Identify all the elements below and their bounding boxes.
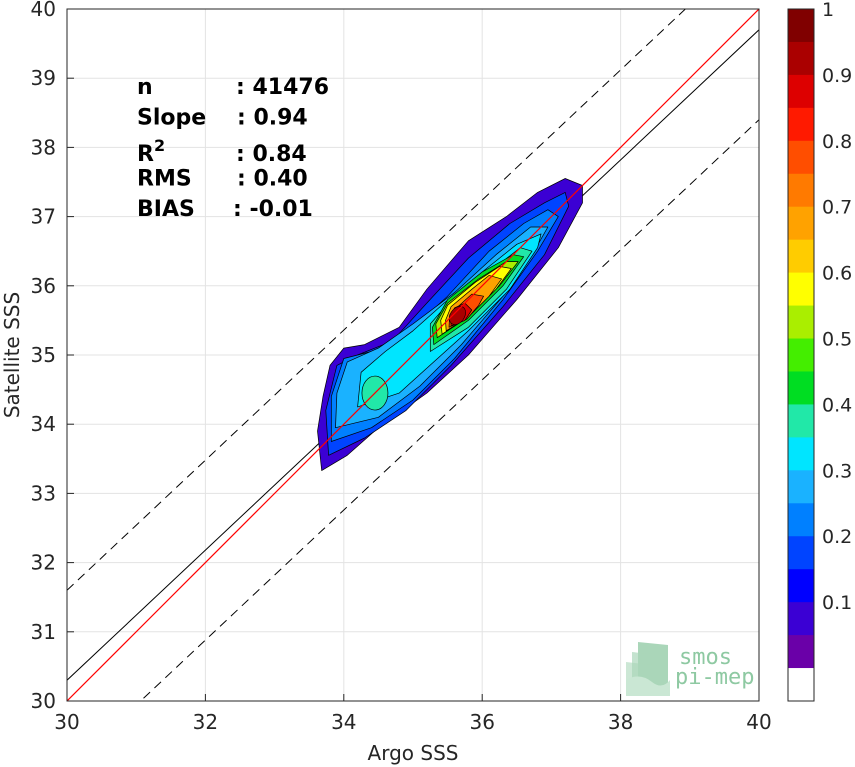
colorbar-band xyxy=(788,74,814,109)
colorbar-band xyxy=(788,305,814,340)
y-tick-labels: 30 31 32 33 34 35 36 37 38 39 40 xyxy=(31,0,74,713)
colorbar-band xyxy=(788,404,814,438)
density-peak xyxy=(449,306,466,325)
colorbar-band xyxy=(788,602,814,636)
colorbar-band xyxy=(788,338,814,372)
y-tick-label: 32 xyxy=(31,551,56,575)
stat-label: n xyxy=(137,75,153,100)
stat-label: RMS xyxy=(137,167,192,192)
x-tick-label: 40 xyxy=(746,710,771,734)
colorbar-tick-label: 0.5 xyxy=(822,329,852,351)
colorbar-band xyxy=(788,239,814,274)
smos-pi-mep-logo: smos pi-mep xyxy=(626,642,754,696)
y-tick-label: 40 xyxy=(31,0,56,21)
stat-value: : 0.94 xyxy=(237,106,308,131)
colorbar-band xyxy=(788,107,814,142)
y-axis-label: Satellite SSS xyxy=(0,292,24,418)
density-contours xyxy=(67,9,759,701)
colorbar-tick-label: 0.9 xyxy=(822,65,852,87)
colorbar xyxy=(787,8,815,702)
colorbar-tick-label: 0.8 xyxy=(822,131,852,153)
y-tick-label: 35 xyxy=(31,343,56,367)
colorbar-tick-label: 0.4 xyxy=(822,394,852,416)
colorbar-band xyxy=(788,272,814,307)
colorbar-band xyxy=(788,635,814,669)
logo-mark-icon xyxy=(626,642,670,696)
stat-superscript: 2 xyxy=(154,136,165,155)
colorbar-band xyxy=(788,41,814,76)
logo-line-1: smos xyxy=(679,645,732,670)
stat-value: : -0.01 xyxy=(233,197,313,222)
colorbar-band xyxy=(788,569,814,603)
colorbar-band xyxy=(788,437,814,471)
grid xyxy=(66,8,760,702)
colorbar-band xyxy=(788,9,814,43)
y-tick-label: 33 xyxy=(31,481,56,505)
stat-label: Slope xyxy=(137,106,206,131)
colorbar-band xyxy=(788,371,814,405)
x-axis-label: Argo SSS xyxy=(368,741,459,765)
y-tick-label: 37 xyxy=(31,205,56,229)
upper-envelope-line xyxy=(67,9,687,591)
colorbar-tick-label: 0.7 xyxy=(822,197,852,219)
colorbar-frame xyxy=(787,8,815,702)
colorbar-band xyxy=(788,668,814,702)
y-tick-label: 36 xyxy=(31,274,56,298)
colorbar-tick-label: 0.2 xyxy=(822,526,852,548)
colorbar-band xyxy=(788,503,814,537)
colorbar-band xyxy=(788,470,814,504)
y-tick-label: 39 xyxy=(31,66,56,90)
x-tick-label: 38 xyxy=(608,710,633,734)
colorbar-band xyxy=(788,140,814,175)
colorbar-band xyxy=(788,206,814,241)
colorbar-tick-labels: 0.1 0.2 0.3 0.4 0.5 0.6 0.7 0.8 0.9 1 xyxy=(822,0,852,614)
colorbar-band xyxy=(788,536,814,570)
colorbar-tick-label: 0.3 xyxy=(822,460,852,482)
colorbar-tick-label: 1 xyxy=(822,0,834,21)
lower-envelope-line xyxy=(139,119,759,701)
colorbar-tick-label: 0.6 xyxy=(822,263,852,285)
stat-value: : 0.84 xyxy=(236,142,307,167)
logo-line-2: pi-mep xyxy=(675,665,754,690)
x-tick-labels: 30 32 34 36 38 40 xyxy=(54,694,772,734)
y-tick-label: 31 xyxy=(31,620,56,644)
y-tick-label: 38 xyxy=(31,135,56,159)
y-tick-label: 30 xyxy=(31,689,56,713)
y-tick-label: 34 xyxy=(31,412,56,436)
x-tick-label: 34 xyxy=(331,710,356,734)
identity-line xyxy=(67,9,759,701)
x-tick-label: 30 xyxy=(54,710,79,734)
colorbar-band xyxy=(788,173,814,208)
stat-label: BIAS xyxy=(137,197,195,222)
x-tick-label: 32 xyxy=(193,710,218,734)
stat-value: : 41476 xyxy=(236,75,329,100)
x-tick-label: 36 xyxy=(469,710,494,734)
stat-value: : 0.40 xyxy=(237,167,308,192)
colorbar-tick-label: 0.1 xyxy=(822,592,852,614)
